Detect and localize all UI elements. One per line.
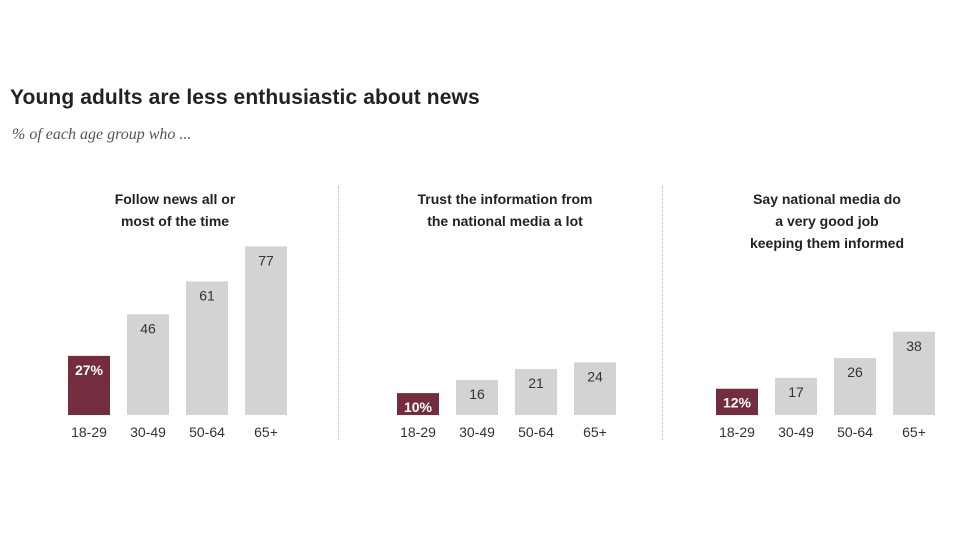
panel-title-trust-media: Trust the information from the national … [355,188,655,232]
bar-2-18-29 [716,388,758,415]
value-label-1-65+: 24 [587,368,603,384]
category-label-0-50-64: 50-64 [189,424,225,440]
value-label-2-65+: 38 [906,338,922,354]
panel-title-line: keeping them informed [749,235,905,251]
value-label-2-18-29: 12% [723,395,752,411]
panel-title-line: Say national media do [753,191,901,207]
bar-1-65+ [574,362,616,415]
panel-divider-1 [338,186,339,440]
bar-1-30-49 [456,379,498,415]
bar-0-18-29 [68,355,110,415]
value-label-2-50-64: 26 [847,364,863,380]
category-label-2-65+: 65+ [902,424,926,440]
category-label-1-18-29: 18-29 [400,424,436,440]
category-label-0-18-29: 18-29 [71,424,107,440]
value-label-1-50-64: 21 [528,375,544,391]
category-label-2-18-29: 18-29 [719,424,755,440]
bar-2-30-49 [775,377,817,415]
value-label-0-65+: 77 [258,252,274,268]
value-label-0-18-29: 27% [75,362,104,378]
bar-1-18-29 [397,393,439,415]
value-label-1-18-29: 10% [404,399,433,415]
bar-0-50-64 [186,281,228,415]
category-label-1-30-49: 30-49 [459,424,495,440]
panel-title-follow-news: Follow news all or most of the time [25,188,325,232]
bar-2-65+ [893,331,935,415]
category-label-0-30-49: 30-49 [130,424,166,440]
chart-title: Young adults are less enthusiastic about… [10,86,480,109]
panel-divider-2 [662,186,663,440]
panel-title-line: the national media a lot [427,213,583,229]
category-label-2-50-64: 50-64 [837,424,873,440]
category-label-1-65+: 65+ [583,424,607,440]
value-label-2-30-49: 17 [788,384,804,400]
bar-0-30-49 [127,314,169,415]
category-label-1-50-64: 50-64 [518,424,554,440]
bar-2-50-64 [834,358,876,415]
category-label-0-65+: 65+ [254,424,278,440]
category-label-2-30-49: 30-49 [778,424,814,440]
panel-title-line: Follow news all or [114,191,236,207]
panel-title-line: a very good job [775,213,879,229]
bar-0-65+ [245,246,287,415]
panel-title-good-job: Say national media do a very good job ke… [677,188,960,254]
chart-subtitle: % of each age group who ... [12,126,192,143]
bar-1-50-64 [515,369,557,415]
panel-title-line: most of the time [120,213,230,229]
value-label-1-30-49: 16 [469,386,485,402]
value-label-0-50-64: 61 [199,287,215,303]
value-label-0-30-49: 46 [140,320,156,336]
panel-title-line: Trust the information from [417,191,593,207]
